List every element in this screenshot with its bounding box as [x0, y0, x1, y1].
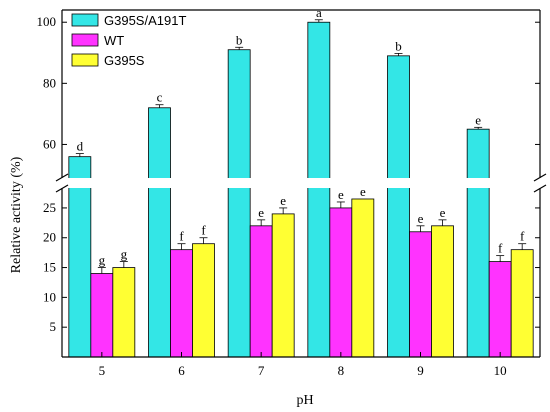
significance-label: d — [77, 139, 84, 154]
bar — [227, 49, 251, 358]
bar — [307, 21, 331, 358]
bar — [249, 225, 273, 358]
y-axis-label: Relative activity (%) — [9, 156, 24, 273]
bar — [329, 207, 353, 358]
significance-label: b — [236, 32, 243, 47]
significance-label: f — [201, 223, 206, 238]
y-tick-label: 15 — [43, 260, 56, 275]
legend-swatch — [71, 13, 99, 27]
axes: 5 10 15 20 25 60 80 100 5 6 7 8 9 10 — [37, 9, 547, 378]
bar — [466, 128, 490, 358]
plot-area: d c b a b e g f e e e f g f e e e f — [54, 5, 548, 358]
bar — [387, 55, 410, 358]
y-tick-label: 25 — [43, 200, 56, 215]
significance-label: e — [338, 187, 344, 202]
axis-break-gap — [54, 178, 548, 188]
significance-label: a — [316, 5, 322, 20]
bar — [488, 261, 512, 358]
significance-label: c — [157, 90, 163, 105]
bar — [192, 243, 215, 358]
bar — [351, 198, 375, 358]
significance-label: f — [179, 229, 184, 244]
x-axis-label: pH — [296, 393, 313, 408]
legend: G395S/A191T WT G395S — [71, 13, 186, 68]
x-tick-label: 9 — [417, 363, 424, 378]
x-tick-label: 5 — [99, 363, 106, 378]
bar — [409, 231, 432, 358]
legend-swatch — [71, 53, 99, 67]
x-tick-label: 10 — [494, 363, 507, 378]
bar — [90, 273, 114, 358]
y-tick-label: 60 — [43, 136, 56, 151]
legend-label: WT — [104, 33, 124, 48]
significance-label: e — [475, 112, 481, 127]
bar — [170, 249, 193, 358]
legend-label: G395S/A191T — [104, 13, 186, 28]
y-tick-label: 5 — [50, 319, 57, 334]
break-mark — [533, 173, 547, 182]
significance-label: e — [258, 205, 264, 220]
y-tick-label: 100 — [37, 14, 57, 29]
significance-label: g — [121, 247, 128, 262]
y-tick-label: 80 — [43, 75, 56, 90]
significance-label: e — [280, 193, 286, 208]
bar — [271, 213, 295, 358]
break-mark — [55, 184, 69, 193]
legend-label: G395S — [104, 53, 145, 68]
legend-swatch — [71, 33, 99, 47]
bar — [148, 107, 171, 358]
x-tick-label: 7 — [258, 363, 265, 378]
bar — [112, 267, 136, 358]
y-tick-label: 10 — [43, 289, 56, 304]
significance-label: e — [418, 211, 424, 226]
significance-label: e — [360, 184, 366, 199]
x-tick-label: 6 — [178, 363, 185, 378]
significance-label: b — [395, 38, 402, 53]
bar — [431, 225, 454, 358]
significance-label: g — [99, 253, 106, 268]
break-mark — [533, 184, 547, 193]
x-tick-label: 8 — [338, 363, 345, 378]
break-mark — [55, 173, 69, 182]
significance-label: f — [498, 241, 503, 256]
significance-label: e — [440, 205, 446, 220]
y-tick-label: 20 — [43, 230, 56, 245]
bar — [510, 249, 534, 358]
significance-label: f — [520, 229, 525, 244]
